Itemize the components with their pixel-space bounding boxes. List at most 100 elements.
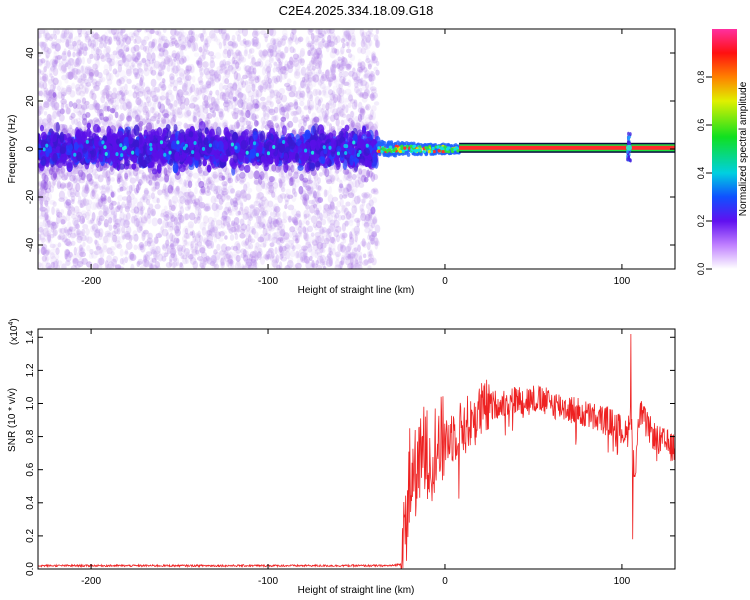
- spectrogram-noise-mark: [68, 100, 73, 108]
- spectrogram-noise-mark: [286, 260, 294, 269]
- spectrogram-noise-mark: [147, 207, 151, 216]
- spectrogram-noise-mark: [320, 74, 328, 82]
- spectrogram-noise-mark: [259, 86, 264, 93]
- spectrogram-noise-mark: [157, 54, 163, 59]
- spectrogram-noise-mark: [144, 101, 150, 108]
- spectrogram-noise-mark: [139, 77, 144, 86]
- spectrogram-noise-mark: [133, 85, 139, 95]
- spectrogram-noise-mark: [336, 177, 341, 183]
- spectrogram-noise-mark: [357, 113, 363, 123]
- spectrogram-noise-mark: [359, 108, 366, 117]
- spectrogram-noise-mark: [261, 199, 266, 206]
- spectrogram-noise-mark: [233, 71, 239, 80]
- spectrogram-noise-mark: [184, 105, 190, 112]
- spectrogram-noise-mark: [303, 73, 310, 83]
- spectrogram-noise-mark: [105, 53, 111, 60]
- spectrogram-noise-mark: [64, 248, 70, 258]
- spectrogram-noise-mark: [300, 80, 307, 89]
- spectrogram-noise-mark: [313, 191, 320, 199]
- spectrogram-noise-mark: [266, 81, 271, 91]
- spectrogram-noise-mark: [346, 175, 353, 182]
- spectrogram-noise-mark: [331, 62, 337, 71]
- spectrogram-noise-mark: [190, 29, 195, 37]
- spectrogram-noise-mark: [308, 199, 316, 205]
- spectrogram-noise-mark: [249, 99, 256, 107]
- spectrogram-noise-mark: [184, 213, 190, 221]
- spectrogram-noise-mark: [147, 260, 154, 268]
- spectrogram-noise-mark: [363, 258, 369, 266]
- spectrogram-noise-mark: [231, 61, 235, 70]
- spectrogram-noise-mark: [61, 225, 68, 231]
- spectrogram-noise-mark: [160, 212, 165, 218]
- spectrogram-noise-mark: [187, 188, 192, 194]
- spectrogram-noise-mark: [249, 47, 255, 54]
- spectrogram-noise-mark: [76, 64, 81, 74]
- spectrogram-noise-mark: [334, 48, 338, 54]
- spectrogram-noise-mark: [250, 103, 255, 109]
- spectrogram-noise-mark: [289, 46, 295, 54]
- spectrogram-noise-mark: [260, 217, 267, 227]
- spectrogram-noise-mark: [124, 83, 128, 92]
- spectrogram-noise-mark: [293, 80, 297, 87]
- spectrogram-noise-mark: [167, 57, 174, 67]
- spectrogram-noise-mark: [291, 163, 295, 173]
- spectrogram-noise-mark: [220, 94, 225, 101]
- spectrogram-noise-mark: [72, 51, 76, 58]
- spectrogram-noise-mark: [86, 209, 92, 217]
- spectrogram-noise-mark: [212, 226, 218, 234]
- spectrogram-noise-mark: [89, 219, 95, 225]
- spectrogram-noise-mark: [92, 202, 99, 210]
- spectrogram-noise-mark: [329, 250, 333, 256]
- spectrogram-noise-mark: [210, 171, 217, 180]
- spectrogram-noise-mark: [108, 36, 113, 45]
- spectrogram-noise-mark: [287, 102, 294, 108]
- spectrogram-noise-mark: [81, 56, 85, 65]
- spectrogram-noise-mark: [85, 202, 92, 212]
- spectrogram-noise-mark: [89, 90, 94, 99]
- spectrogram-noise-mark: [274, 114, 279, 121]
- spectrogram-noise-mark: [110, 177, 115, 182]
- spectrogram-noise-mark: [346, 183, 352, 192]
- spectrogram-noise-mark: [339, 49, 344, 56]
- spectrogram-noise-mark: [171, 200, 177, 210]
- spectrogram-noise-mark: [269, 88, 275, 94]
- spectrogram-noise-mark: [198, 195, 203, 204]
- spectrogram-noise-mark: [236, 34, 242, 42]
- spectrogram-noise-mark: [345, 211, 352, 220]
- spectrogram-noise-mark: [367, 258, 372, 264]
- spectrogram-noise-mark: [368, 224, 374, 231]
- spectrogram-noise-mark: [364, 227, 371, 233]
- spectrogram-noise-mark: [112, 68, 118, 75]
- spectrogram-noise-mark: [288, 215, 292, 223]
- spectrogram-noise-mark: [127, 89, 133, 97]
- spectrogram-noise-mark: [337, 214, 342, 221]
- spectrogram-noise-mark: [38, 116, 43, 126]
- spectrogram-noise-mark: [185, 174, 191, 181]
- spectrogram-noise-mark: [109, 97, 117, 104]
- spectrogram-noise-mark: [235, 190, 242, 198]
- spectrogram-noise-mark: [43, 66, 47, 73]
- spectrogram-noise-mark: [284, 204, 288, 210]
- spectrogram-noise-mark: [254, 76, 260, 84]
- spectrogram-noise-mark: [61, 58, 68, 66]
- spectrogram-noise-mark: [56, 54, 62, 60]
- spectrogram-noise-mark: [307, 173, 312, 182]
- spectrogram-noise-mark: [55, 209, 61, 217]
- spectrogram-noise-mark: [94, 103, 100, 114]
- spectrogram-noise-mark: [265, 182, 273, 189]
- spectrogram-noise-mark: [246, 68, 252, 75]
- spectrogram-noise-mark: [38, 108, 42, 114]
- spectrogram-noise-mark: [153, 60, 161, 69]
- spectrogram-noise-mark: [274, 94, 279, 100]
- spectrogram-noise-mark: [255, 30, 260, 36]
- spectrogram-noise-mark: [203, 85, 209, 95]
- spectrogram-noise-mark: [265, 185, 270, 195]
- spectrogram-noise-mark: [307, 124, 312, 131]
- spectrogram-noise-mark: [119, 186, 124, 192]
- spectrogram-noise-mark: [141, 89, 146, 97]
- spectrogram-noise-mark: [84, 211, 90, 221]
- spectrogram-noise-mark: [40, 89, 44, 98]
- spectrogram-noise-mark: [281, 218, 288, 224]
- spectrogram-noise-mark: [66, 86, 72, 95]
- spectrogram-noise-mark: [99, 249, 105, 259]
